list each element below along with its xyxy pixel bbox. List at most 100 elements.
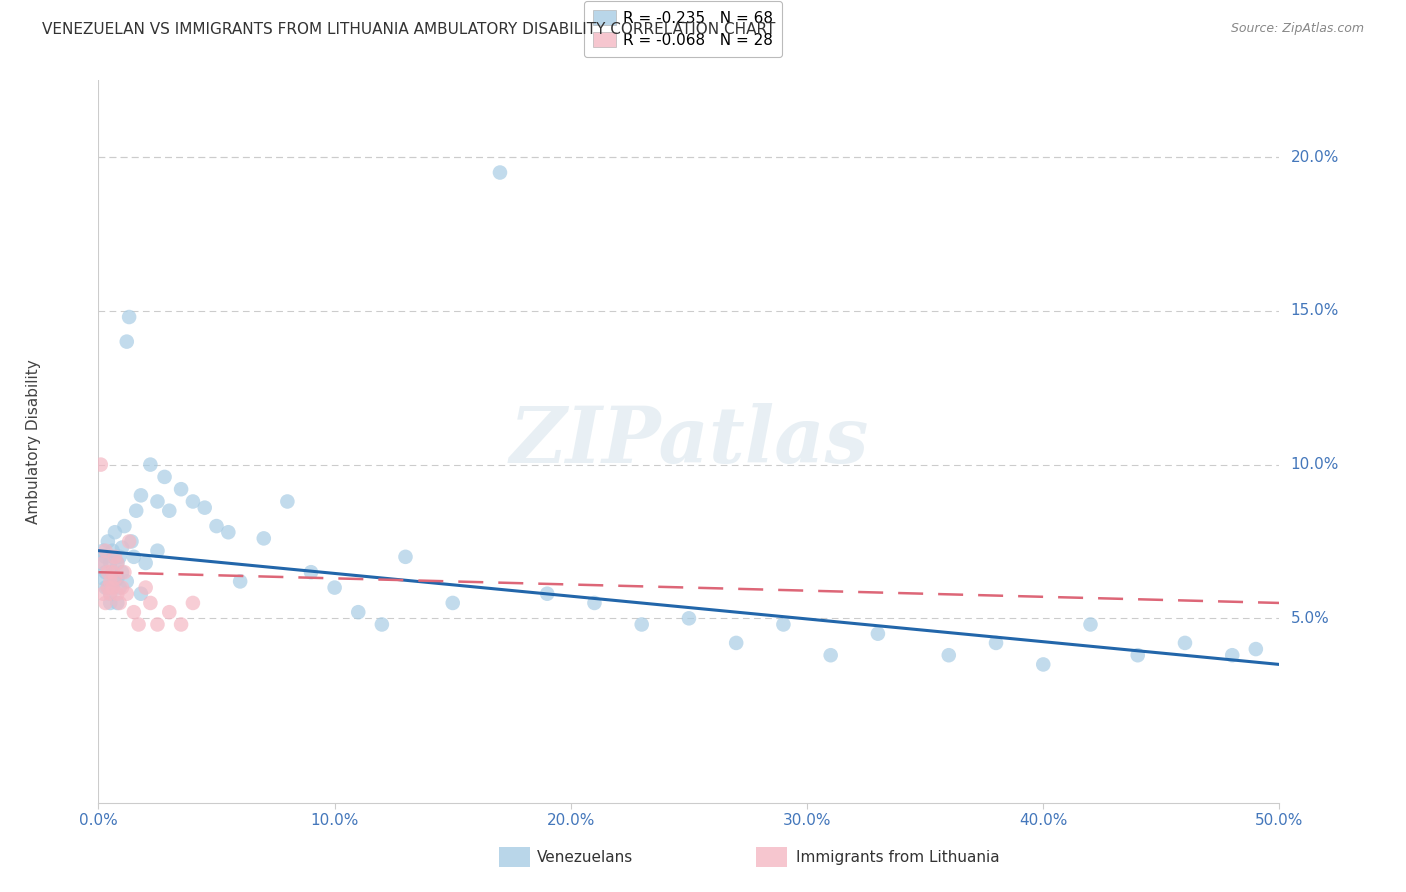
Point xyxy=(90,458,112,472)
Point xyxy=(135,556,157,570)
Point xyxy=(98,574,121,589)
Point xyxy=(170,617,193,632)
Point xyxy=(217,525,239,540)
Point xyxy=(118,534,141,549)
Point xyxy=(94,543,117,558)
Legend: R = -0.235   N = 68, R = -0.068   N = 28: R = -0.235 N = 68, R = -0.068 N = 28 xyxy=(583,1,783,57)
Point xyxy=(101,565,124,579)
Point xyxy=(97,565,120,579)
Text: 15.0%: 15.0% xyxy=(1291,303,1339,318)
Point xyxy=(1244,642,1267,657)
Point xyxy=(97,534,120,549)
Point xyxy=(118,310,141,324)
Point xyxy=(98,556,121,570)
Point xyxy=(157,605,180,619)
Point xyxy=(94,581,117,595)
Point xyxy=(866,626,889,640)
Point xyxy=(111,541,134,555)
Point xyxy=(157,504,180,518)
Point xyxy=(91,543,114,558)
Point xyxy=(153,470,176,484)
Text: Venezuelans: Venezuelans xyxy=(537,850,633,864)
Point xyxy=(725,636,748,650)
Text: Immigrants from Lithuania: Immigrants from Lithuania xyxy=(796,850,1000,864)
Point xyxy=(583,596,606,610)
Point xyxy=(1220,648,1243,663)
Point xyxy=(1032,657,1054,672)
Point xyxy=(323,581,346,595)
Point xyxy=(276,494,298,508)
Point xyxy=(98,587,121,601)
Point xyxy=(108,581,131,595)
Point xyxy=(101,543,124,558)
Point xyxy=(441,596,464,610)
Point xyxy=(121,534,143,549)
Point xyxy=(938,648,960,663)
Point xyxy=(194,500,217,515)
Point xyxy=(129,488,152,502)
Point xyxy=(105,596,128,610)
Point xyxy=(135,581,157,595)
Text: Source: ZipAtlas.com: Source: ZipAtlas.com xyxy=(1230,22,1364,36)
Point xyxy=(105,571,128,585)
Point xyxy=(101,565,124,579)
Point xyxy=(139,596,162,610)
Point xyxy=(94,565,117,579)
Point xyxy=(104,549,127,564)
Point xyxy=(112,519,135,533)
Point xyxy=(94,596,117,610)
Point xyxy=(101,581,124,595)
Point xyxy=(205,519,228,533)
Point xyxy=(122,605,145,619)
Point xyxy=(146,494,169,508)
Point xyxy=(371,617,394,632)
Point xyxy=(630,617,652,632)
Point xyxy=(128,617,150,632)
Point xyxy=(97,581,120,595)
Point xyxy=(129,587,152,601)
Point xyxy=(253,532,276,546)
Point xyxy=(125,504,148,518)
Point xyxy=(108,596,131,610)
Point xyxy=(772,617,794,632)
Point xyxy=(104,574,127,589)
Point xyxy=(139,458,162,472)
Point xyxy=(115,574,138,589)
Point xyxy=(299,565,322,579)
Point xyxy=(146,617,169,632)
Point xyxy=(98,587,121,601)
Point xyxy=(536,587,558,601)
Point xyxy=(98,596,121,610)
Point xyxy=(181,494,204,508)
Point xyxy=(1080,617,1102,632)
Text: Ambulatory Disability: Ambulatory Disability xyxy=(25,359,41,524)
Point xyxy=(104,525,127,540)
Point xyxy=(146,543,169,558)
Point xyxy=(105,556,128,570)
Point xyxy=(112,565,135,579)
Point xyxy=(394,549,416,564)
Point xyxy=(91,587,114,601)
Point xyxy=(90,556,112,570)
Point xyxy=(347,605,370,619)
Text: 10.0%: 10.0% xyxy=(1291,457,1339,472)
Point xyxy=(122,549,145,564)
Point xyxy=(678,611,700,625)
Point xyxy=(181,596,204,610)
Point xyxy=(170,482,193,496)
Point xyxy=(820,648,842,663)
Point xyxy=(115,334,138,349)
Point xyxy=(91,556,114,570)
Point xyxy=(229,574,252,589)
Point xyxy=(105,556,128,570)
Point xyxy=(489,165,512,179)
Point xyxy=(91,571,114,585)
Text: 20.0%: 20.0% xyxy=(1291,150,1339,165)
Point xyxy=(111,565,134,579)
Text: 5.0%: 5.0% xyxy=(1291,611,1329,626)
Point xyxy=(1174,636,1197,650)
Text: VENEZUELAN VS IMMIGRANTS FROM LITHUANIA AMBULATORY DISABILITY CORRELATION CHART: VENEZUELAN VS IMMIGRANTS FROM LITHUANIA … xyxy=(42,22,776,37)
Point xyxy=(984,636,1007,650)
Point xyxy=(111,581,134,595)
Point xyxy=(97,581,120,595)
